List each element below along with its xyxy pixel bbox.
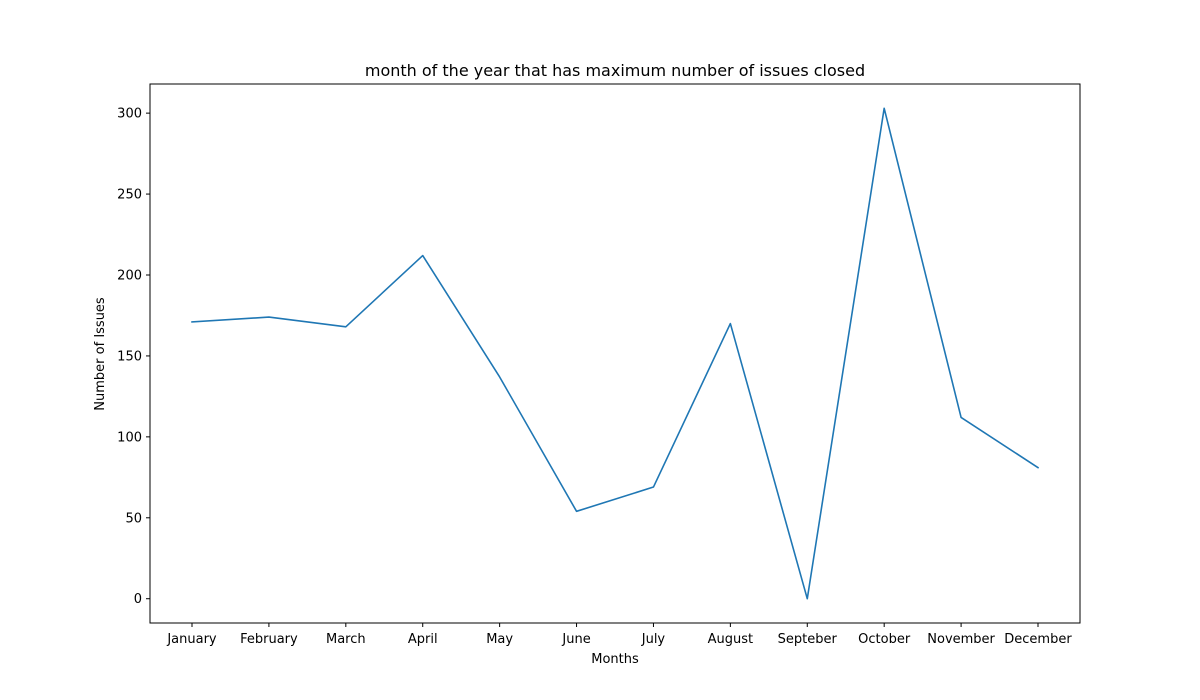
y-tick-label: 50 bbox=[125, 511, 142, 526]
x-tick-label: June bbox=[561, 632, 590, 647]
chart-title: month of the year that has maximum numbe… bbox=[365, 61, 865, 80]
series-line bbox=[191, 107, 1040, 600]
y-tick-label: 300 bbox=[117, 107, 142, 122]
x-tick-label: December bbox=[1004, 632, 1072, 647]
plot-frame bbox=[149, 83, 1081, 624]
y-tick-label: 200 bbox=[117, 268, 142, 283]
y-tick-label: 250 bbox=[117, 188, 142, 203]
y-tick-label: 0 bbox=[134, 592, 142, 607]
x-tick-label: August bbox=[708, 632, 754, 647]
plot-area: 0 50 100 150 200 250 300 January February March Ap… bbox=[117, 83, 1081, 647]
y-tick-label: 100 bbox=[117, 430, 142, 445]
x-tick-label: April bbox=[408, 632, 438, 647]
x-tick-label: October bbox=[858, 632, 911, 647]
x-tick-label: Septeber bbox=[778, 632, 838, 647]
y-axis-label: Number of Issues bbox=[93, 297, 108, 411]
x-tick-label: May bbox=[486, 632, 513, 647]
x-axis-label: Months bbox=[591, 652, 639, 667]
x-tick-label: March bbox=[326, 632, 366, 647]
x-tick-label: February bbox=[240, 632, 298, 647]
x-tick-label: July bbox=[641, 632, 666, 647]
x-tick-label: November bbox=[927, 632, 995, 647]
y-tick-label: 150 bbox=[117, 349, 142, 364]
x-tick-label: January bbox=[166, 632, 217, 647]
